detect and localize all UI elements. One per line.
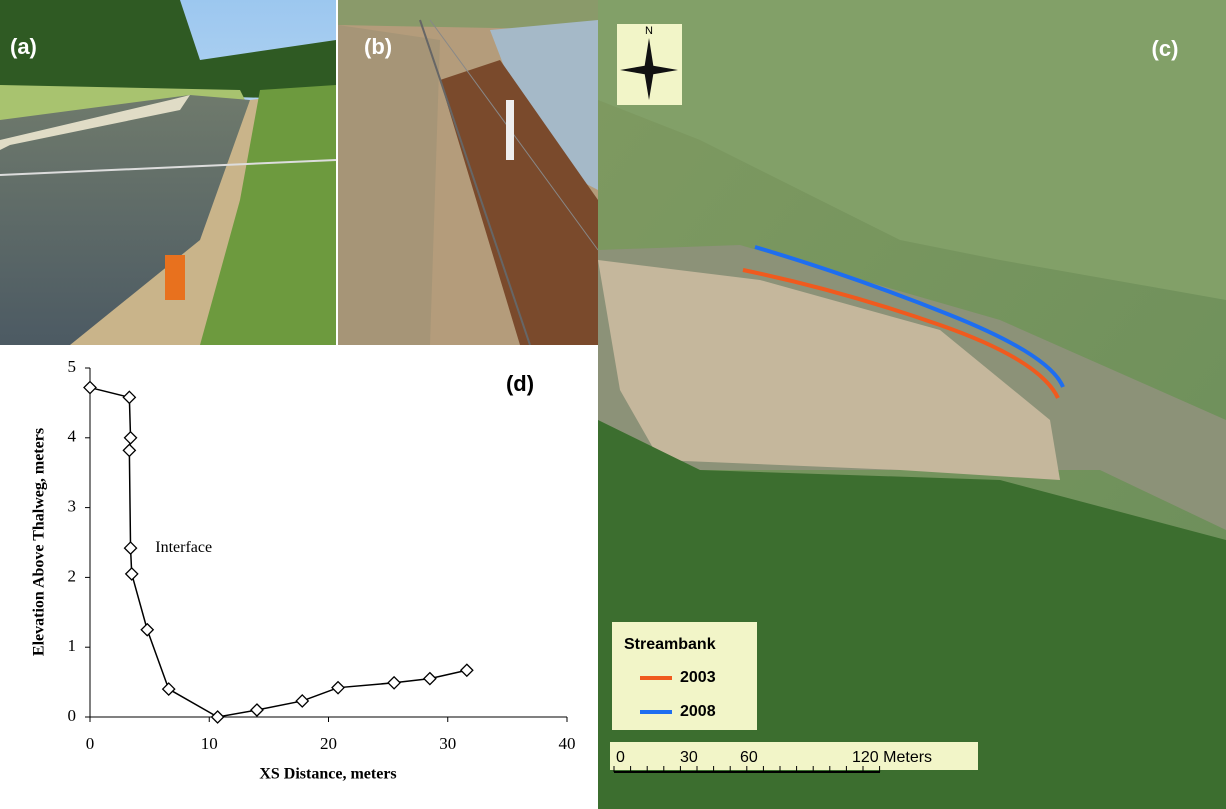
y-tick-label: 3 <box>68 497 77 516</box>
map: N (c) Streambank 2003 2008 0 30 60 120 Meter… <box>598 0 1226 809</box>
figure: (a) (b) N (c) Streambank 20032008 030601… <box>0 0 1226 809</box>
scale-label: 30 <box>680 749 698 766</box>
panel-label: (b) <box>364 34 392 59</box>
x-tick-label: 10 <box>201 734 218 753</box>
x-tick-label: 30 <box>439 734 456 753</box>
x-tick-label: 20 <box>320 734 337 753</box>
north-label: N <box>645 25 653 37</box>
photo-a: (a) <box>0 0 336 345</box>
y-tick-label: 2 <box>68 566 77 585</box>
panel-label: (c) <box>1152 36 1179 61</box>
chart: (d) XS Distance, meters Elevation Above … <box>0 345 598 809</box>
scale-label: 60 <box>740 749 758 766</box>
scale-label: 0 <box>616 749 625 766</box>
y-tick-label: 0 <box>68 706 77 725</box>
y-tick-label: 4 <box>68 427 77 446</box>
x-tick-label: 40 <box>559 734 576 753</box>
y-tick-label: 1 <box>68 636 77 655</box>
x-tick-label: 0 <box>86 734 95 753</box>
scale-label: 120 Meters <box>852 749 932 766</box>
annotation: Interface <box>155 539 212 556</box>
legend-label: 2008 <box>680 703 716 720</box>
y-axis-title: Elevation Above Thalweg, meters <box>31 428 48 656</box>
y-tick-label: 5 <box>68 357 77 376</box>
x-axis-title: XS Distance, meters <box>259 766 396 783</box>
panel-label: (a) <box>10 34 37 59</box>
photo-b: (b) <box>338 0 598 345</box>
legend-label: 2003 <box>680 669 716 686</box>
panel-label: (d) <box>506 371 534 396</box>
legend-title: Streambank <box>624 636 716 653</box>
